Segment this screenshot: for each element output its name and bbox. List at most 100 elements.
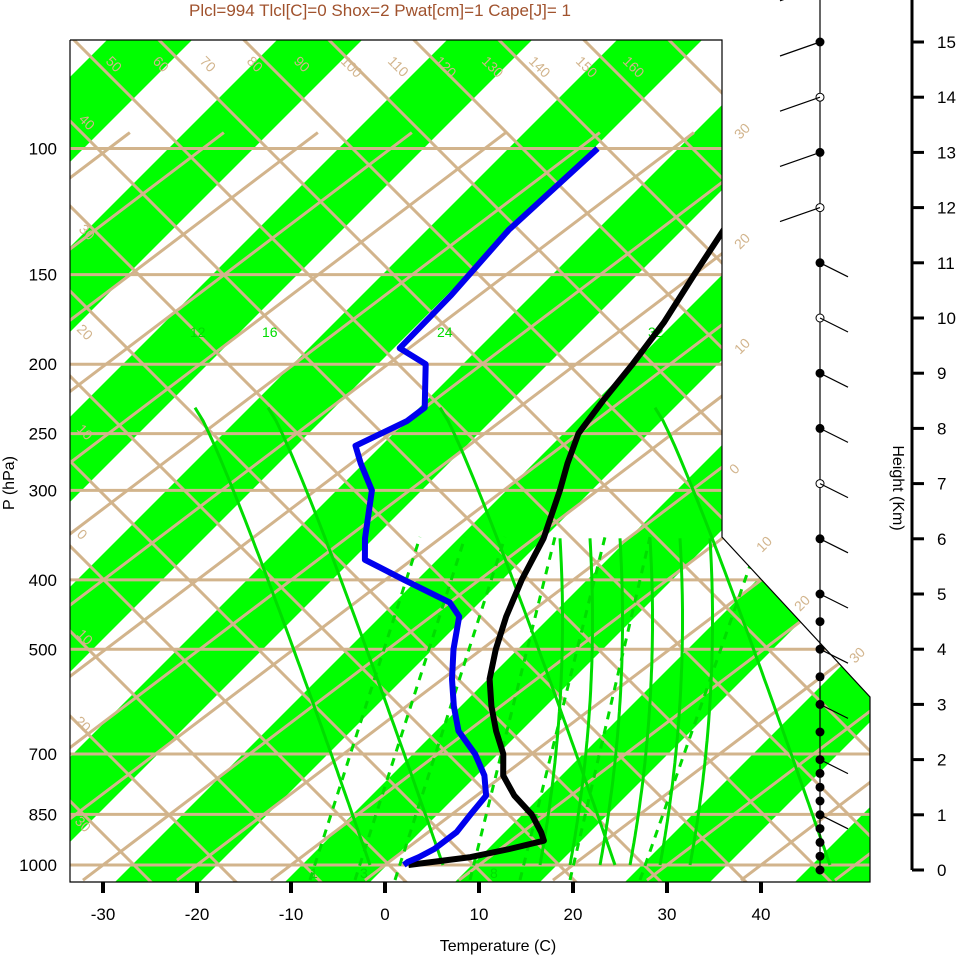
height-tick-label: 13 xyxy=(937,143,956,162)
x-tick-label: 40 xyxy=(752,905,771,924)
height-tick-label: 11 xyxy=(937,254,955,273)
moist-adiabat-line xyxy=(628,538,654,866)
wind-barb-dot xyxy=(815,617,825,627)
wind-barb xyxy=(819,483,849,499)
isotherm-line xyxy=(70,131,789,882)
dry-adiabat-line xyxy=(74,40,870,882)
y-tick-label: 1000 xyxy=(19,856,57,875)
wind-barb xyxy=(819,262,849,278)
height-tick-label: 2 xyxy=(937,751,946,770)
wind-barb-dot xyxy=(815,727,825,737)
isotherm-label: 10 xyxy=(731,335,753,357)
moist-adiabat-label: 12 xyxy=(190,324,206,340)
x-axis: -30 -20 -10 0 10 20 30 40 xyxy=(91,882,771,924)
wind-barb xyxy=(779,207,821,223)
wind-barb xyxy=(779,96,821,112)
wind-barb xyxy=(819,317,849,333)
mixing-ratio-lines xyxy=(308,536,762,881)
y-tick-label: 250 xyxy=(29,425,57,444)
mixing-ratio-label: 1 xyxy=(310,865,318,881)
height-tick-label: 7 xyxy=(937,475,946,494)
y-tick-label: 400 xyxy=(29,571,57,590)
moist-adiabat-label: 24 xyxy=(437,324,453,340)
height-axis-title: Height (Km) xyxy=(889,445,906,530)
x-tick-label: -30 xyxy=(91,905,116,924)
y-axis-title: P (hPa) xyxy=(1,456,18,510)
height-tick-label: 3 xyxy=(937,695,946,714)
isotherm-line xyxy=(70,131,601,882)
isotherm-line xyxy=(176,131,870,882)
isotherm-label: 30 xyxy=(846,644,868,666)
wind-barb xyxy=(819,427,849,443)
height-tick-label: 12 xyxy=(937,199,956,218)
wind-barb xyxy=(819,814,849,830)
isotherm-label: 70 xyxy=(197,53,219,75)
height-tick-label: 6 xyxy=(937,530,946,549)
wind-barb xyxy=(819,372,849,388)
green-band xyxy=(70,40,445,882)
green-band xyxy=(70,40,785,882)
x-tick-label: -20 xyxy=(185,905,210,924)
moist-adiabat-line xyxy=(658,538,684,866)
dry-adiabat-line xyxy=(159,40,870,882)
dry-adiabat-line xyxy=(70,40,483,882)
wind-barb-dot xyxy=(815,865,825,875)
green-band xyxy=(380,40,870,882)
wind-barb xyxy=(819,593,849,609)
chart-title: Plcl=994 Tlcl[C]=0 Shox=2 Pwat[cm]=1 Cap… xyxy=(189,1,571,20)
wind-barb-dot xyxy=(815,796,825,806)
wind-barb xyxy=(819,759,849,775)
x-tick-label: 20 xyxy=(564,905,583,924)
mixing-ratio-label: 3 xyxy=(360,865,368,881)
y-tick-label: 850 xyxy=(29,805,57,824)
isotherm-label: 30 xyxy=(731,120,753,142)
x-tick-label: 0 xyxy=(380,905,389,924)
dry-adiabat-line xyxy=(70,40,738,882)
isotherm-line xyxy=(70,131,319,882)
height-tick-label: 0 xyxy=(937,861,946,880)
height-tick-label: 4 xyxy=(937,640,946,659)
y-tick-label: 200 xyxy=(29,355,57,374)
wind-barb-dot xyxy=(815,824,825,834)
moist-adiabat-label: 16 xyxy=(262,324,278,340)
mixing-ratio-label: 8 xyxy=(490,865,498,881)
wind-barb-dot xyxy=(815,851,825,861)
sounding-series xyxy=(352,146,798,868)
dry-adiabat-line xyxy=(70,40,823,882)
isotherm-label: 140 xyxy=(526,53,554,81)
isotherm-line xyxy=(82,131,870,882)
height-tick-label: 8 xyxy=(937,419,946,438)
dry-adiabat-line xyxy=(499,40,870,882)
moist-adiabat-line xyxy=(598,538,624,866)
temperature-line xyxy=(408,146,798,868)
wind-barb xyxy=(779,41,821,57)
moist-adiabat-line xyxy=(266,406,445,866)
mixing-ratio-line xyxy=(308,536,422,881)
height-tick-label: 15 xyxy=(937,33,956,52)
dry-adiabat-line xyxy=(70,40,313,882)
isotherm-label: 110 xyxy=(385,53,412,80)
wind-barb-dot xyxy=(815,672,825,682)
x-tick-label: 30 xyxy=(658,905,677,924)
isotherm-line xyxy=(70,131,507,882)
green-band xyxy=(70,40,615,882)
isotherm-line xyxy=(458,131,870,882)
wind-barb-dot xyxy=(815,837,825,847)
mixing-ratio-line xyxy=(638,536,762,881)
moist-adiabat-line xyxy=(568,538,594,866)
mixing-ratio-line xyxy=(353,536,467,881)
dry-adiabat-line xyxy=(70,40,568,882)
wind-barb-dot xyxy=(815,768,825,778)
x-tick-label: -10 xyxy=(279,905,304,924)
isotherm-label: 10 xyxy=(753,533,775,555)
y-tick-label: 150 xyxy=(29,266,57,285)
isotherm-line xyxy=(552,131,870,882)
dry-adiabat-line xyxy=(70,40,398,882)
height-tick-label: 9 xyxy=(937,364,946,383)
dewpoint-line xyxy=(352,146,600,868)
moist-adiabat-line xyxy=(688,538,714,866)
wind-barb xyxy=(779,151,821,167)
wind-barb xyxy=(819,648,849,664)
